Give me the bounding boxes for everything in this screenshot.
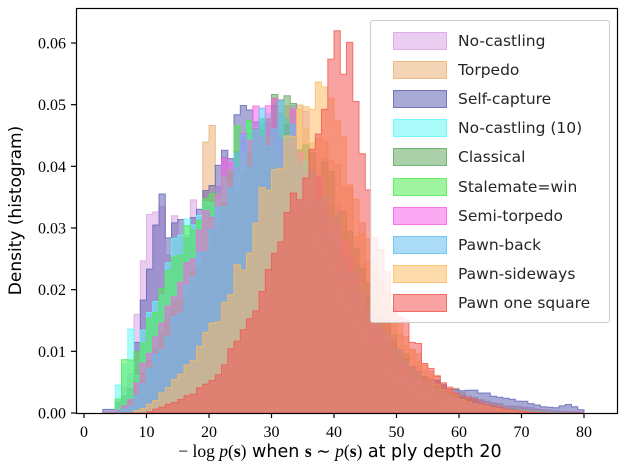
y-axis-label: Density (histogram) (6, 126, 26, 295)
x-tick-label: 40 (326, 424, 342, 441)
legend-item-semi-torpedo: Semi-torpedo (371, 201, 609, 230)
legend-swatch (393, 31, 447, 50)
y-tick-label: 0.01 (38, 344, 66, 361)
legend-label: Classical (458, 148, 526, 167)
legend-swatch (393, 265, 447, 284)
legend-item-no-castling-10-: No-castling (10) (371, 114, 609, 143)
y-tick-label: 0.06 (38, 35, 66, 52)
legend-label: Pawn-sideways (458, 265, 576, 284)
legend-swatch (393, 60, 447, 79)
legend-swatch (393, 119, 447, 138)
legend-swatch (393, 89, 447, 108)
x-tick-label: 30 (264, 424, 280, 441)
x-tick-label: 80 (576, 424, 592, 441)
axes-layer: 0 10 20 30 40 50 60 70 80 0.00 0.01 0.02 0.03 0.04 0.0… (38, 7, 619, 441)
y-tick-label: 0.04 (38, 159, 66, 176)
plot-spines (75, 7, 619, 415)
legend-label: Pawn one square (458, 294, 591, 313)
legend-label: Pawn-back (458, 235, 542, 254)
x-tick-label: 50 (389, 424, 405, 441)
legend-item-torpedo: Torpedo (371, 55, 609, 84)
x-tick-label: 10 (139, 424, 155, 441)
x-tick-label: 60 (451, 424, 467, 441)
legend-item-self-capture: Self-capture (371, 84, 609, 113)
legend-swatch (393, 148, 447, 167)
legend-item-classical: Classical (371, 143, 609, 172)
x-tick-label: 20 (201, 424, 217, 441)
legend-swatch (393, 177, 447, 196)
legend-label: No-castling (10) (458, 119, 583, 138)
legend-label: Semi-torpedo (458, 206, 564, 225)
legend-label: Torpedo (458, 60, 520, 79)
x-tick-label: 0 (80, 424, 88, 441)
legend-label: Self-capture (458, 89, 552, 108)
legend-swatch (393, 235, 447, 254)
legend-item-stalemate-win: Stalemate=win (371, 172, 609, 201)
legend-label: Stalemate=win (458, 177, 578, 196)
x-axis-label: − log p(s) when s ∼ p(s) at ply depth 20 (178, 441, 501, 462)
legend-swatch (393, 206, 447, 225)
y-tick-label: 0.05 (38, 97, 66, 114)
x-tick-label: 70 (514, 424, 530, 441)
legend-item-pawn-back: Pawn-back (371, 230, 609, 259)
y-tick-label: 0.02 (38, 282, 66, 299)
legend-item-pawn-one-square: Pawn one square (371, 289, 609, 318)
hist-pawn-one-square (102, 30, 584, 414)
legend-item-pawn-sideways: Pawn-sideways (371, 260, 609, 289)
legend: No-castling Torpedo Self-capture No-castlin… (370, 20, 610, 323)
legend-item-no-castling: No-castling (371, 26, 609, 55)
legend-swatch (393, 294, 447, 313)
legend-label: No-castling (458, 31, 546, 50)
y-tick-label: 0.03 (38, 220, 66, 237)
y-tick-label: 0.00 (38, 406, 66, 423)
histogram-layer (102, 30, 585, 414)
